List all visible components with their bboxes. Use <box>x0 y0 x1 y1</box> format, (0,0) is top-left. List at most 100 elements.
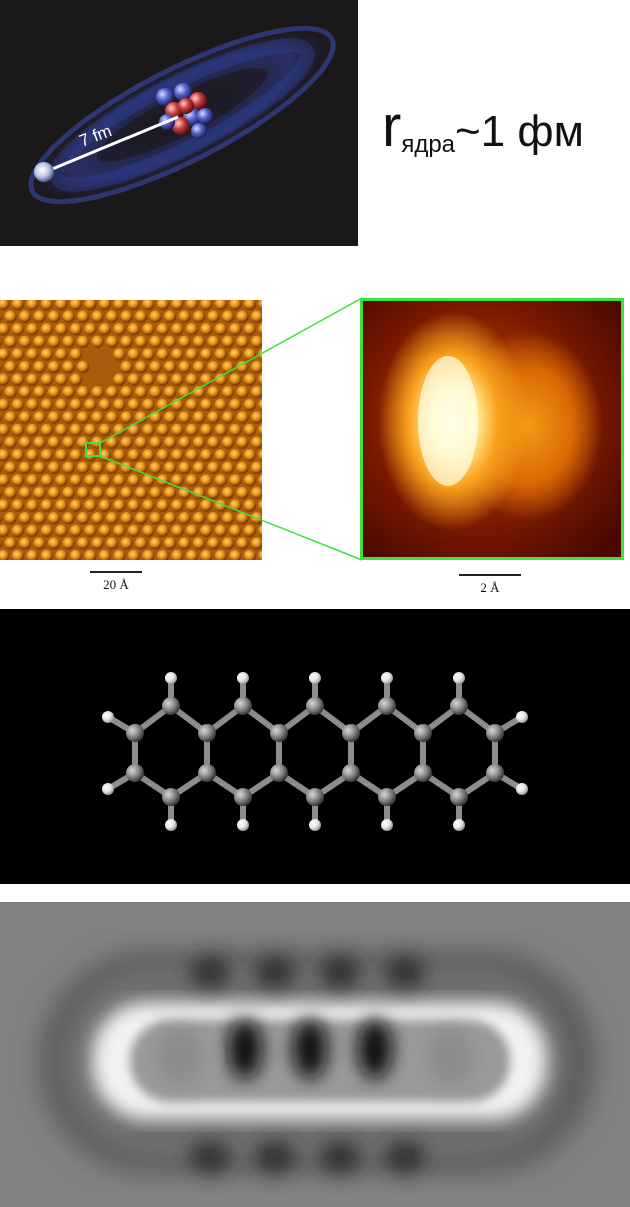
stm-bump <box>200 423 213 437</box>
stm-bump <box>62 411 75 424</box>
stm-svg <box>0 300 262 560</box>
stm-bump <box>69 323 83 336</box>
stm-bump <box>149 486 162 500</box>
stm-bump <box>4 512 17 525</box>
stm-bump <box>98 474 112 487</box>
stm-bump <box>142 524 155 537</box>
stm-bump <box>229 398 242 411</box>
stm-bump <box>0 323 10 336</box>
stm-bump <box>229 348 242 361</box>
stm-bump <box>142 474 155 487</box>
scale-label-2a: 2 Å <box>480 580 500 595</box>
stm-bump <box>33 386 46 399</box>
stm-bump <box>18 486 32 500</box>
stm-bump <box>207 436 220 449</box>
stm-bump <box>221 386 235 399</box>
stm-bump <box>178 512 191 525</box>
stm-bump <box>91 310 104 323</box>
stm-bump <box>113 524 126 537</box>
stm-bump <box>113 348 126 361</box>
stm-bump <box>62 335 75 348</box>
carbon-atom <box>378 788 396 806</box>
stm-bump <box>40 423 53 437</box>
stm-bump <box>18 436 32 449</box>
stm-bump <box>258 499 262 512</box>
stm-bump <box>69 549 82 560</box>
stm-bump <box>207 486 220 500</box>
stm-bump <box>163 512 177 525</box>
stm-bump <box>250 461 262 474</box>
stm-bump <box>142 449 155 462</box>
stm-bump <box>11 398 24 411</box>
stm-bump <box>62 386 75 399</box>
stm-bump <box>91 335 104 348</box>
stm-bump <box>98 398 112 411</box>
stm-bump <box>192 310 206 323</box>
stm-bump <box>236 512 249 525</box>
stm-bump <box>221 310 235 323</box>
pentacene-model <box>0 609 630 884</box>
stm-bump <box>134 512 148 525</box>
stm-bump <box>11 499 24 512</box>
stm-bump <box>156 300 169 311</box>
stm-bump <box>91 386 104 399</box>
stm-bump <box>11 449 24 462</box>
afm-edge-lobe <box>190 956 230 988</box>
stm-bump <box>55 449 68 462</box>
stm-bump <box>40 549 53 560</box>
stm-bump <box>149 310 162 323</box>
stm-bump <box>69 474 83 487</box>
stm-bump <box>258 449 262 461</box>
stm-bump <box>33 310 46 323</box>
stm-bump <box>55 549 68 560</box>
stm-bump <box>98 323 112 336</box>
stm-bump <box>250 310 262 323</box>
stm-bump <box>221 335 235 348</box>
stm-bump <box>134 335 148 348</box>
stm-bump <box>163 335 177 348</box>
stm-bump <box>26 348 39 361</box>
stm-bump <box>214 373 227 386</box>
stm-bump <box>214 524 227 537</box>
stm-bump <box>243 348 256 361</box>
stm-bump <box>149 461 162 474</box>
stm-bump <box>98 549 111 560</box>
stm-bump <box>18 335 32 348</box>
hydrogen-atom <box>381 672 393 684</box>
stm-bump <box>243 323 256 336</box>
stm-bump <box>0 337 3 347</box>
stm-bump <box>62 512 75 525</box>
stm-bump <box>120 512 133 525</box>
stm-bump <box>47 512 61 525</box>
stm-bump <box>18 360 32 374</box>
carbon-atom <box>378 697 396 715</box>
stm-bump <box>40 373 53 386</box>
stm-bump <box>243 300 256 311</box>
carbon-atom <box>198 724 216 742</box>
zoom-connector <box>85 297 363 561</box>
stm-bump <box>76 537 90 550</box>
stm-bump <box>105 486 119 500</box>
afm-edge-lobe <box>385 956 425 988</box>
stm-bump <box>243 524 256 537</box>
stm-bump <box>258 323 262 335</box>
stm-bump <box>113 449 126 462</box>
stm-bump <box>250 335 262 348</box>
stm-bump <box>26 474 39 487</box>
stm-bump <box>98 423 112 437</box>
stm-bump <box>156 323 169 336</box>
stm-bump <box>149 360 162 374</box>
stm-bump <box>18 386 32 399</box>
carbon-atom <box>450 788 468 806</box>
stm-bump <box>84 323 97 336</box>
stm-bump <box>171 524 184 537</box>
stm-bump <box>47 537 61 550</box>
afm-svg <box>0 902 630 1207</box>
stm-bump <box>236 386 249 399</box>
stm-bump <box>200 323 213 336</box>
carbon-atom <box>414 764 432 782</box>
stm-bump <box>55 423 68 437</box>
stm-bump <box>185 449 198 462</box>
stm-bump <box>243 423 256 437</box>
stm-bump <box>84 423 97 437</box>
